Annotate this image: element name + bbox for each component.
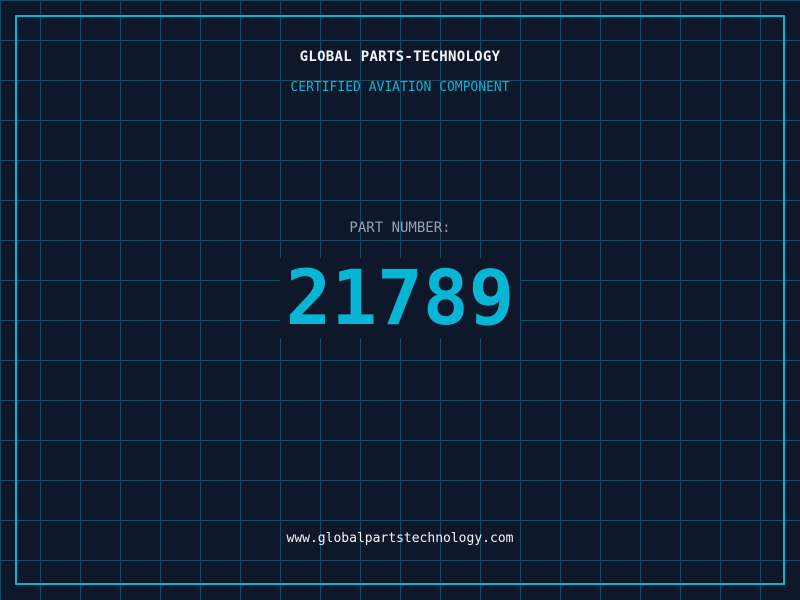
part-number-value: 21789: [279, 258, 521, 338]
part-number-label: PART NUMBER:: [349, 220, 451, 236]
certification-subtitle: CERTIFIED AVIATION COMPONENT: [290, 80, 510, 95]
website-url: www.globalpartstechnology.com: [286, 531, 514, 546]
company-title: GLOBAL PARTS-TECHNOLOGY: [299, 49, 501, 65]
border-frame: [15, 15, 785, 585]
